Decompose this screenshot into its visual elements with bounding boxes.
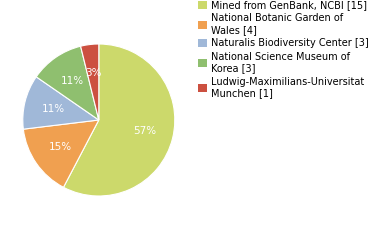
Text: 11%: 11%	[60, 76, 84, 86]
Wedge shape	[36, 46, 99, 120]
Wedge shape	[81, 44, 99, 120]
Text: 3%: 3%	[85, 68, 101, 78]
Text: 15%: 15%	[49, 142, 71, 152]
Text: 57%: 57%	[133, 126, 156, 136]
Wedge shape	[23, 77, 99, 129]
Wedge shape	[63, 44, 175, 196]
Text: 11%: 11%	[41, 104, 65, 114]
Legend: Mined from GenBank, NCBI [15], National Botanic Garden of
Wales [4], Naturalis B: Mined from GenBank, NCBI [15], National …	[198, 0, 369, 98]
Wedge shape	[23, 120, 99, 187]
